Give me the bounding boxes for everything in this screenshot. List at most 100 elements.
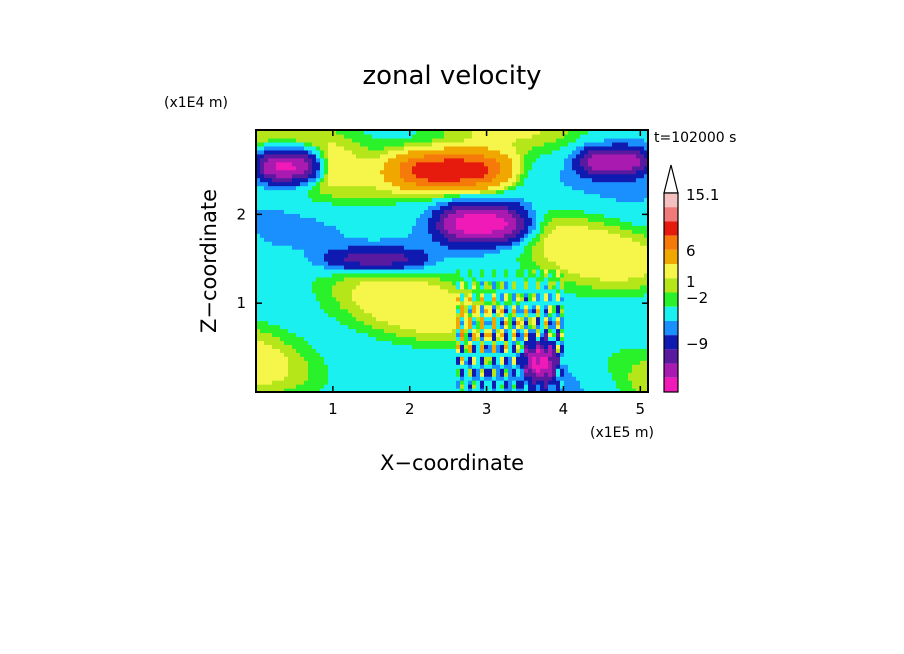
field-cell [264,133,269,139]
field-cell [476,280,481,286]
field-cell [496,173,501,179]
field-cell [436,320,441,326]
field-cell [404,209,409,214]
field-cell [496,221,501,226]
field-cell [424,296,429,302]
field-cell [376,165,381,171]
field-cell [432,300,437,306]
field-cell [284,320,289,326]
field-cell [296,217,301,222]
field-cell [492,181,497,187]
field-cell [364,149,369,155]
field-cell [364,284,369,290]
field-cell [264,384,269,389]
field-cell [364,384,369,389]
field-cell [340,253,345,258]
field-cell [308,165,313,171]
field-cell [520,328,525,334]
field-cell [428,296,433,302]
field-cell [320,225,325,230]
field-cell [416,368,421,373]
field-cell [424,364,429,369]
field-cell [256,308,261,314]
field-cell [288,348,293,353]
field-cell [436,205,441,210]
field-cell [384,253,389,258]
field-cell [392,149,397,155]
field-cell [448,360,453,365]
field-cell [372,130,377,135]
field-cell [552,145,557,151]
field-cell [344,209,349,214]
field-cell [356,276,361,282]
field-cell [556,344,561,349]
field-cell [444,217,449,222]
field-cell [328,225,333,230]
field-cell [364,360,369,365]
field-cell [552,161,557,167]
field-cell [524,344,529,349]
field-cell [552,149,557,155]
field-cell [412,336,417,341]
field-cell [440,137,445,143]
field-cell [552,352,557,357]
field-cell [504,213,509,218]
field-cell [536,141,541,147]
field-cell [264,261,269,266]
field-cell [452,280,457,286]
field-cell [292,161,297,167]
field-cell [420,300,425,306]
field-cell [380,169,385,175]
field-cell [384,320,389,326]
field-cell [416,372,421,377]
field-cell [400,332,405,338]
field-cell [292,157,297,163]
field-cell [332,229,337,234]
field-cell [284,261,289,266]
field-cell [548,153,553,159]
field-cell [428,380,433,385]
field-cell [428,268,433,274]
field-cell [292,201,297,207]
field-cell [420,384,425,389]
field-cell [388,384,393,389]
field-cell [256,161,261,167]
field-cell [340,312,345,318]
field-cell [256,173,261,179]
field-cell [352,213,357,218]
field-cell [284,253,289,258]
field-cell [356,312,361,318]
field-cell [300,376,305,381]
field-cell [512,284,517,290]
field-cell [408,161,413,167]
field-cell [484,229,489,234]
field-cell [328,308,333,314]
field-cell [332,320,337,326]
field-cell [304,364,309,369]
field-cell [552,332,557,338]
field-cell [436,197,441,203]
field-cell [556,272,561,278]
field-cell [528,268,533,274]
field-cell [292,217,297,222]
field-cell [308,161,313,167]
field-cell [472,181,477,187]
field-cell [264,288,269,294]
field-cell [420,312,425,318]
field-cell [508,316,513,322]
field-cell [524,257,529,262]
field-cell [540,245,545,250]
field-cell [260,201,265,207]
field-cell [412,356,417,361]
field-cell [540,173,545,179]
field-cell [528,316,533,322]
field-cell [428,316,433,322]
field-cell [360,268,365,274]
field-cell [536,340,541,345]
field-cell [528,237,533,242]
field-cell [504,149,509,155]
field-cell [468,296,473,302]
field-cell [296,185,301,191]
field-cell [304,336,309,341]
field-cell [552,177,557,183]
